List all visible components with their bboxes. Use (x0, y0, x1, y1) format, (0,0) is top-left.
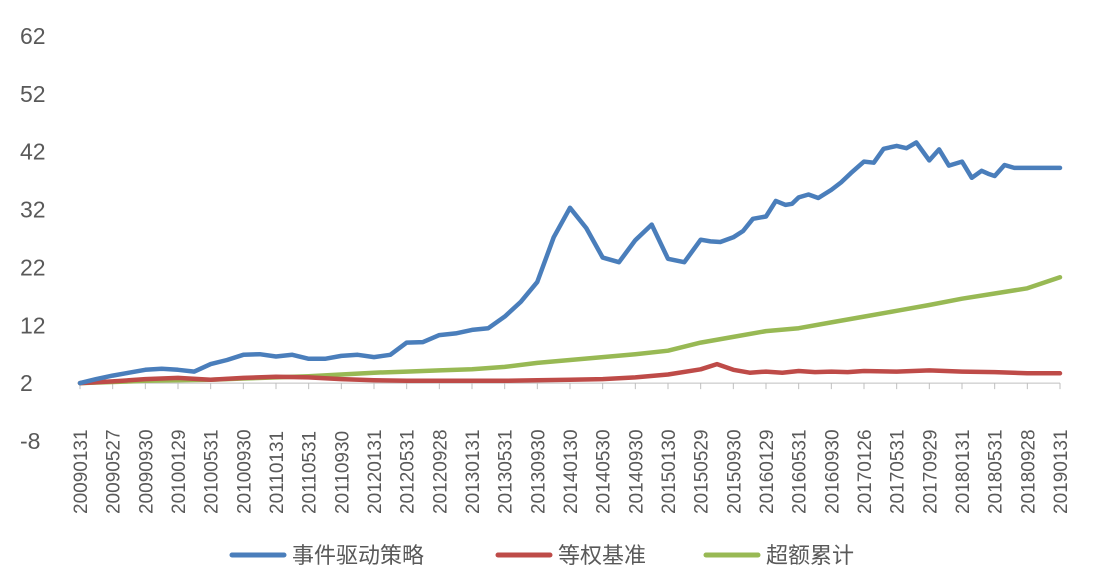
x-axis: 20090131 20090527 20090930 20100129 20100531… (71, 382, 1072, 514)
x-tick-label: 20160129 (757, 429, 778, 514)
y-tick-label: 22 (20, 254, 46, 280)
x-tick-label: 20180531 (986, 429, 1007, 514)
y-tick-label: 12 (20, 312, 46, 338)
y-tick-label: 2 (20, 370, 33, 396)
x-tick-label: 20110131 (267, 431, 288, 514)
x-tick-label: 20130131 (463, 429, 484, 514)
x-tick-label: 20090527 (104, 429, 125, 514)
series-line-2 (77, 275, 1063, 386)
legend-label-0: 事件驱动策略 (292, 544, 424, 569)
legend-label-1: 等权基准 (558, 544, 646, 569)
x-tick-label: 20160531 (790, 429, 811, 514)
x-tick-label: 20140530 (594, 429, 615, 514)
series-line-1 (77, 361, 1063, 386)
x-tick-label: 20150930 (724, 429, 745, 514)
x-tick-label: 20170531 (888, 429, 909, 514)
x-tick-label: 20150529 (692, 429, 713, 514)
x-tick-label: 20140930 (626, 429, 647, 514)
x-tick-label: 20100129 (169, 429, 190, 514)
x-tick-label: 20180928 (1018, 429, 1039, 514)
legend-label-2: 超额累计 (766, 544, 854, 569)
series-line-0 (77, 140, 1063, 386)
x-tick-label: 20150130 (659, 429, 680, 514)
x-tick-label: 20100531 (202, 429, 223, 514)
y-tick-label: 42 (20, 139, 46, 165)
x-tick-label: 20170929 (920, 429, 941, 514)
y-axis: 62 52 42 32 22 12 2 -8 (20, 23, 46, 454)
x-tick-label: 20120131 (365, 429, 386, 514)
x-tick-label: 20140130 (561, 429, 582, 514)
legend: 事件驱动策略 等权基准 超额累计 (229, 544, 854, 569)
x-tick-label: 20170126 (855, 429, 876, 514)
y-tick-label: 32 (20, 197, 46, 223)
x-tick-label: 20110531 (300, 431, 321, 514)
x-tick-label: 20120531 (398, 429, 419, 514)
y-tick-label: 52 (20, 81, 46, 107)
x-tick-label: 20190131 (1051, 429, 1072, 514)
x-tick-label: 20130531 (496, 429, 517, 514)
x-tick-label: 20130930 (528, 429, 549, 514)
y-tick-label: -8 (20, 428, 40, 454)
x-tick-label: 20090131 (71, 429, 92, 514)
x-tick-label: 20160930 (822, 429, 843, 514)
plot-area (77, 140, 1063, 386)
x-tick-label: 20110930 (332, 431, 353, 514)
x-tick-label: 20180131 (953, 429, 974, 514)
y-tick-label: 62 (20, 23, 46, 49)
x-tick-label: 20120928 (430, 429, 451, 514)
x-tick-label: 20100930 (234, 429, 255, 514)
x-tick-label: 20090930 (136, 429, 157, 514)
